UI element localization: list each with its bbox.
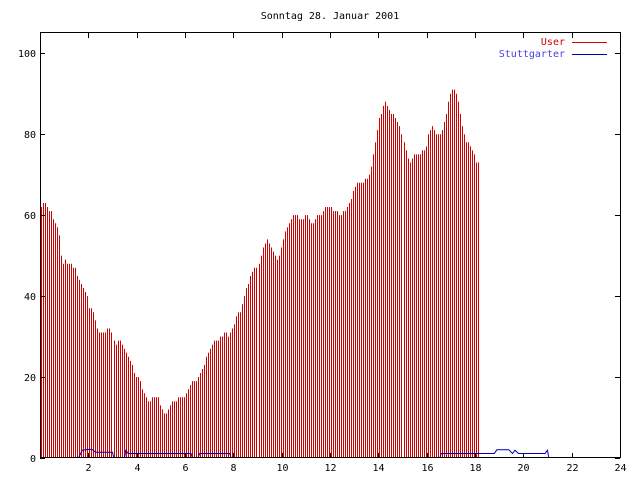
x-tick-label: 14 <box>372 463 384 474</box>
legend-label-stuttgarter: Stuttgarter <box>499 49 565 60</box>
legend: User Stuttgarter <box>499 37 607 60</box>
y-tick-label: 20 <box>24 373 36 384</box>
series-line-stuttgarter <box>439 448 550 458</box>
legend-label-user: User <box>541 37 565 48</box>
y-tick-label: 80 <box>24 130 36 141</box>
x-tick-label: 8 <box>230 463 236 474</box>
y-axis: 0 20 40 60 80 100 <box>18 49 620 465</box>
x-tick-label: 24 <box>614 463 626 474</box>
bars-user <box>41 89 479 458</box>
series-line-stuttgarter <box>78 448 115 458</box>
y-tick-label: 100 <box>18 49 36 60</box>
series-line-stuttgarter <box>197 453 232 458</box>
x-tick-label: 2 <box>85 463 91 474</box>
x-tick-label: 22 <box>566 463 578 474</box>
x-tick-label: 16 <box>421 463 433 474</box>
y-tick-label: 40 <box>24 292 36 303</box>
x-tick-label: 10 <box>276 463 288 474</box>
y-tick-label: 60 <box>24 211 36 222</box>
y-tick-label: 0 <box>30 454 36 465</box>
x-tick-label: 12 <box>324 463 336 474</box>
x-tick-label: 20 <box>517 463 529 474</box>
series-line-stuttgarter <box>124 448 193 458</box>
chart-title: Sonntag 28. Januar 2001 <box>261 11 399 22</box>
plot-frame <box>40 32 621 458</box>
x-tick-label: 18 <box>469 463 481 474</box>
x-tick-label: 4 <box>134 463 140 474</box>
x-tick-label: 6 <box>182 463 188 474</box>
x-axis: 2 4 6 8 10 12 14 16 18 20 22 24 <box>85 33 627 474</box>
